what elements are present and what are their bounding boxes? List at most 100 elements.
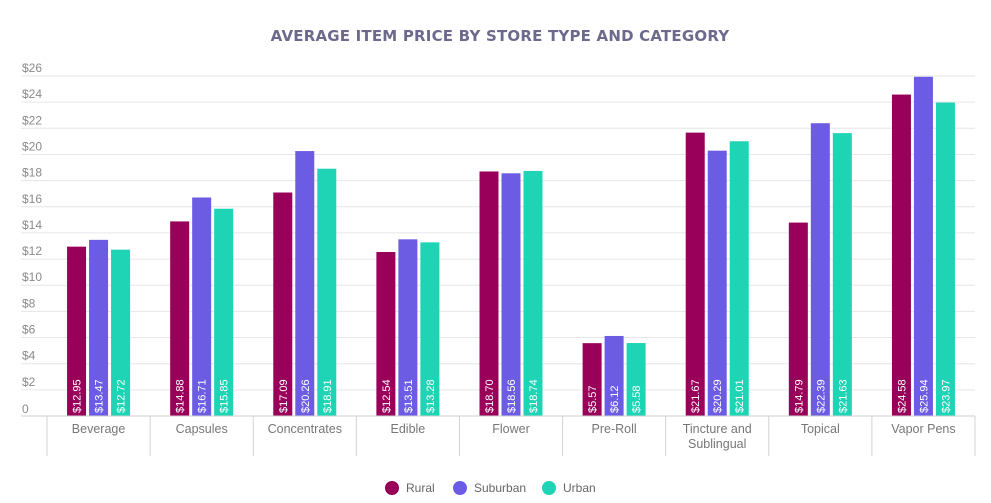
- bar-value-label: $17.09: [278, 379, 290, 413]
- bar-value-label: $18.70: [484, 379, 496, 413]
- legend-item: Rural: [385, 481, 435, 495]
- x-tick-label: Capsules: [176, 422, 228, 436]
- x-tick-label: Topical: [801, 422, 840, 436]
- bar: [67, 246, 87, 416]
- bar-value-label: $23.97: [940, 379, 952, 413]
- x-tick-label: Tincture and Sublingual: [683, 422, 752, 451]
- x-tick-label: Edible: [391, 422, 426, 436]
- bar-group: $14.79 $22.39 $21.63: [788, 123, 852, 416]
- legend-swatch: [385, 481, 399, 495]
- bar-value-label: $13.51: [403, 379, 415, 413]
- bar-group: $5.57 $6.12 $5.58: [582, 335, 646, 416]
- bar-group: $17.09 $20.26 $18.91: [273, 151, 337, 417]
- bar: [685, 132, 705, 416]
- bar-group: $18.70 $18.56 $18.74: [479, 170, 543, 416]
- x-tick-label: Concentrates: [268, 422, 342, 436]
- bar-value-label: $12.95: [72, 379, 84, 413]
- x-tick-label: Flower: [492, 422, 530, 436]
- bar: [479, 171, 499, 416]
- bar: [170, 221, 190, 416]
- legend-swatch: [542, 481, 556, 495]
- bar: [788, 222, 808, 416]
- y-tick-label: 0: [22, 402, 29, 416]
- y-tick-label: $16: [22, 192, 42, 206]
- bar-group: $12.54 $13.51 $13.28: [376, 239, 440, 416]
- bar-value-label: $13.47: [94, 379, 106, 413]
- legend-item: Suburban: [453, 481, 526, 495]
- bar: [729, 141, 749, 416]
- x-tick-label: Vapor Pens: [891, 422, 955, 436]
- bar: [913, 76, 933, 417]
- bar: [832, 133, 852, 416]
- bar-value-label: $5.57: [587, 385, 599, 413]
- bar-value-label: $20.26: [300, 379, 312, 413]
- x-tick-label: Beverage: [72, 422, 126, 436]
- bar: [810, 123, 830, 416]
- bar-value-label: $12.72: [116, 379, 128, 413]
- legend-label: Rural: [406, 481, 435, 495]
- y-tick-label: $20: [22, 139, 42, 153]
- bar-value-label: $25.94: [918, 379, 930, 413]
- bar: [582, 343, 602, 416]
- bar-value-label: $22.39: [815, 379, 827, 413]
- y-tick-label: $2: [22, 375, 36, 389]
- bar: [89, 239, 109, 416]
- bar: [317, 168, 337, 416]
- bar-value-label: $6.12: [609, 385, 621, 413]
- bars: $12.95 $13.47 $12.72 $14.88 $16.71 $15.85 $17.…: [67, 76, 955, 417]
- bar: [295, 151, 315, 417]
- bar: [192, 197, 212, 416]
- bar-value-label: $13.28: [425, 379, 437, 413]
- bar: [626, 343, 646, 416]
- bar: [214, 208, 234, 416]
- y-tick-label: $26: [22, 61, 42, 75]
- bar-value-label: $14.88: [175, 379, 187, 413]
- bar-group: $24.58 $25.94 $23.97: [891, 76, 955, 417]
- bar: [111, 249, 131, 416]
- x-tick-label: Pre-Roll: [592, 422, 637, 436]
- bar: [891, 94, 911, 417]
- y-tick-label: $10: [22, 270, 42, 284]
- chart-title: AVERAGE ITEM PRICE BY STORE TYPE AND CAT…: [271, 27, 731, 45]
- bar: [523, 170, 543, 416]
- y-tick-label: $18: [22, 166, 42, 180]
- y-tick-label: $4: [22, 349, 36, 363]
- bar-value-label: $12.54: [381, 379, 393, 413]
- y-tick-label: $12: [22, 244, 42, 258]
- legend-label: Suburban: [474, 481, 526, 495]
- y-axis: 0 $2 $4 $6 $8 $10 $12 $14 $16 $18 $20 $22 $24 $26: [22, 61, 42, 416]
- legend-swatch: [453, 481, 467, 495]
- bar-value-label: $5.58: [631, 385, 643, 413]
- bar-value-label: $21.67: [690, 379, 702, 413]
- legend: Rural Suburban Urban: [385, 481, 596, 495]
- bar: [420, 242, 440, 416]
- bar: [604, 335, 624, 416]
- legend-item: Urban: [542, 481, 596, 495]
- bar-value-label: $21.63: [837, 379, 849, 413]
- bar: [376, 252, 396, 416]
- bar: [398, 239, 418, 416]
- x-axis: Beverage Capsules Concentrates Edible Flower…: [21, 415, 976, 456]
- bar-value-label: $20.29: [712, 379, 724, 413]
- y-tick-label: $8: [22, 296, 36, 310]
- bar-value-label: $14.79: [793, 379, 805, 413]
- y-tick-label: $6: [22, 323, 36, 337]
- y-tick-label: $22: [22, 113, 42, 127]
- bar-value-label: $18.74: [528, 379, 540, 413]
- bar-value-label: $24.58: [896, 379, 908, 413]
- bar: [935, 102, 955, 417]
- bar-group: $14.88 $16.71 $15.85: [170, 197, 234, 416]
- bar-group: $21.67 $20.29 $21.01: [685, 132, 749, 416]
- bar-group: $12.95 $13.47 $12.72: [67, 239, 131, 416]
- bar-value-label: $18.91: [322, 379, 334, 413]
- bar: [273, 192, 293, 416]
- bar-value-label: $18.56: [506, 379, 518, 413]
- legend-label: Urban: [563, 481, 596, 495]
- bar-value-label: $16.71: [197, 379, 209, 413]
- bar: [707, 150, 727, 416]
- y-tick-label: $14: [22, 218, 42, 232]
- y-tick-label: $24: [22, 87, 42, 101]
- bar-value-label: $15.85: [219, 379, 231, 413]
